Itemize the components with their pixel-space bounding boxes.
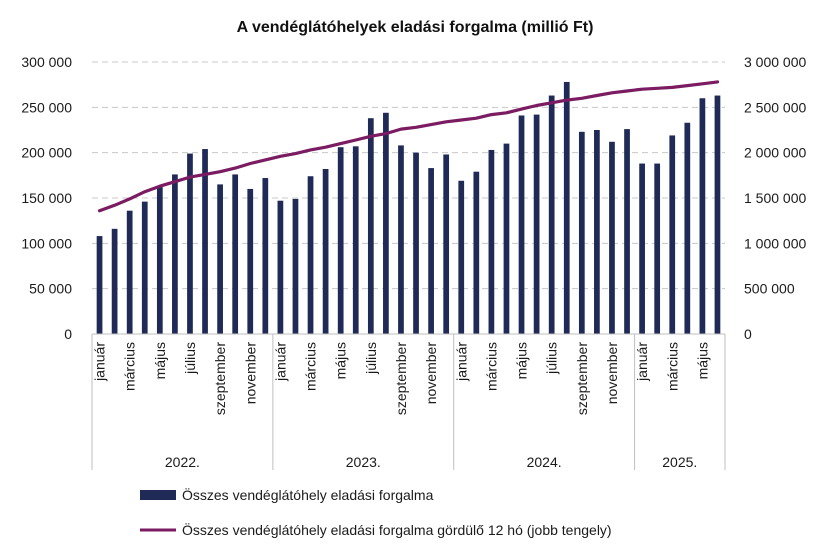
x-axis: január március május július szeptember novemb… — [91, 333, 726, 470]
month-tick-label: január — [272, 342, 288, 382]
month-tick-label: március — [483, 342, 499, 391]
bar — [624, 129, 630, 334]
month-tick-label: november — [423, 342, 439, 405]
right-tick-label: 1 500 000 — [744, 190, 806, 206]
right-tick-label: 2 000 000 — [744, 145, 806, 161]
month-tick-label: szeptember — [393, 342, 409, 415]
bar — [262, 178, 269, 334]
bar — [443, 154, 450, 334]
bar — [654, 163, 661, 334]
month-tick-label: május — [694, 342, 710, 379]
right-tick-label: 1 000 000 — [744, 235, 806, 251]
left-tick-label: 250 000 — [21, 99, 72, 115]
month-tick-label: július — [544, 342, 560, 375]
month-tick-label: november — [242, 342, 258, 405]
bar — [578, 131, 585, 334]
left-tick-label: 0 — [64, 326, 72, 342]
year-label: 2023. — [346, 454, 381, 470]
year-label: 2025. — [662, 454, 697, 470]
legend-line-label: Összes vendéglátóhely eladási forgalma g… — [182, 521, 612, 538]
legend: Összes vendéglátóhely eladási forgalma Ö… — [140, 486, 612, 538]
month-tick-label: május — [152, 342, 168, 379]
bar — [458, 180, 465, 334]
month-tick-label: március — [664, 342, 680, 391]
bar — [307, 176, 314, 334]
bar — [669, 135, 676, 334]
bar — [503, 143, 510, 334]
bar — [187, 153, 193, 334]
legend-bar-swatch — [140, 490, 176, 500]
right-tick-label: 3 000 000 — [744, 54, 806, 70]
bar — [398, 145, 404, 334]
bar — [232, 174, 239, 334]
bar — [714, 95, 721, 335]
bar — [383, 112, 389, 334]
grid-lines — [92, 61, 725, 290]
month-tick-label: május — [333, 342, 349, 379]
bar — [126, 210, 133, 334]
bar — [292, 198, 299, 334]
bar — [609, 141, 615, 334]
line-series — [97, 80, 720, 213]
year-label: 2024. — [527, 454, 562, 470]
month-tick-label: május — [514, 342, 530, 379]
legend-bar-label: Összes vendéglátóhely eladási forgalma — [182, 486, 434, 503]
bar — [202, 149, 208, 334]
year-label: 2022. — [165, 454, 200, 470]
month-tick-label: szeptember — [212, 342, 228, 415]
left-tick-label: 150 000 — [21, 190, 72, 206]
month-tick-label: március — [122, 342, 138, 391]
bar — [337, 147, 344, 334]
bar — [488, 149, 495, 334]
month-tick-label: szeptember — [574, 342, 590, 415]
bar — [699, 98, 706, 335]
bar — [548, 95, 555, 335]
left-tick-label: 200 000 — [21, 145, 72, 161]
bar — [473, 171, 480, 334]
right-tick-label: 0 — [744, 326, 752, 342]
bar — [639, 163, 645, 334]
left-tick-label: 100 000 — [21, 235, 72, 251]
month-tick-label: július — [363, 342, 379, 375]
month-tick-label: július — [182, 342, 198, 375]
left-axis: 0 50 000 100 000 150 000 200 000 250 000 300 0… — [21, 54, 72, 342]
bar — [413, 152, 419, 334]
bar — [141, 201, 148, 334]
month-tick-label: november — [604, 342, 620, 405]
month-tick-label: január — [92, 342, 108, 382]
month-tick-label: március — [303, 342, 319, 391]
bar — [247, 188, 254, 334]
month-tick-label: január — [453, 342, 469, 382]
right-axis: 0 500 000 1 000 000 1 500 000 2 000 000 2 500… — [744, 54, 806, 342]
bar — [684, 122, 691, 334]
bar-series — [96, 81, 721, 335]
bar — [322, 168, 329, 334]
left-tick-label: 50 000 — [29, 281, 72, 297]
bar — [594, 130, 600, 334]
bar — [96, 236, 103, 334]
bar — [217, 184, 223, 334]
left-tick-label: 300 000 — [21, 54, 72, 70]
bar — [563, 81, 570, 335]
bar — [518, 115, 525, 334]
bar — [428, 168, 434, 334]
bar — [367, 118, 374, 334]
bar — [111, 228, 118, 334]
chart-title: A vendéglátóhelyek eladási forgalma (mil… — [237, 19, 594, 36]
bar — [277, 200, 284, 334]
month-tick-label: január — [634, 342, 650, 382]
right-tick-label: 500 000 — [744, 281, 795, 297]
bar — [156, 187, 163, 334]
bar — [352, 146, 359, 334]
right-tick-label: 2 500 000 — [744, 99, 806, 115]
bar — [172, 174, 178, 334]
bar — [533, 114, 540, 334]
rolling-12-month-line — [97, 80, 720, 213]
